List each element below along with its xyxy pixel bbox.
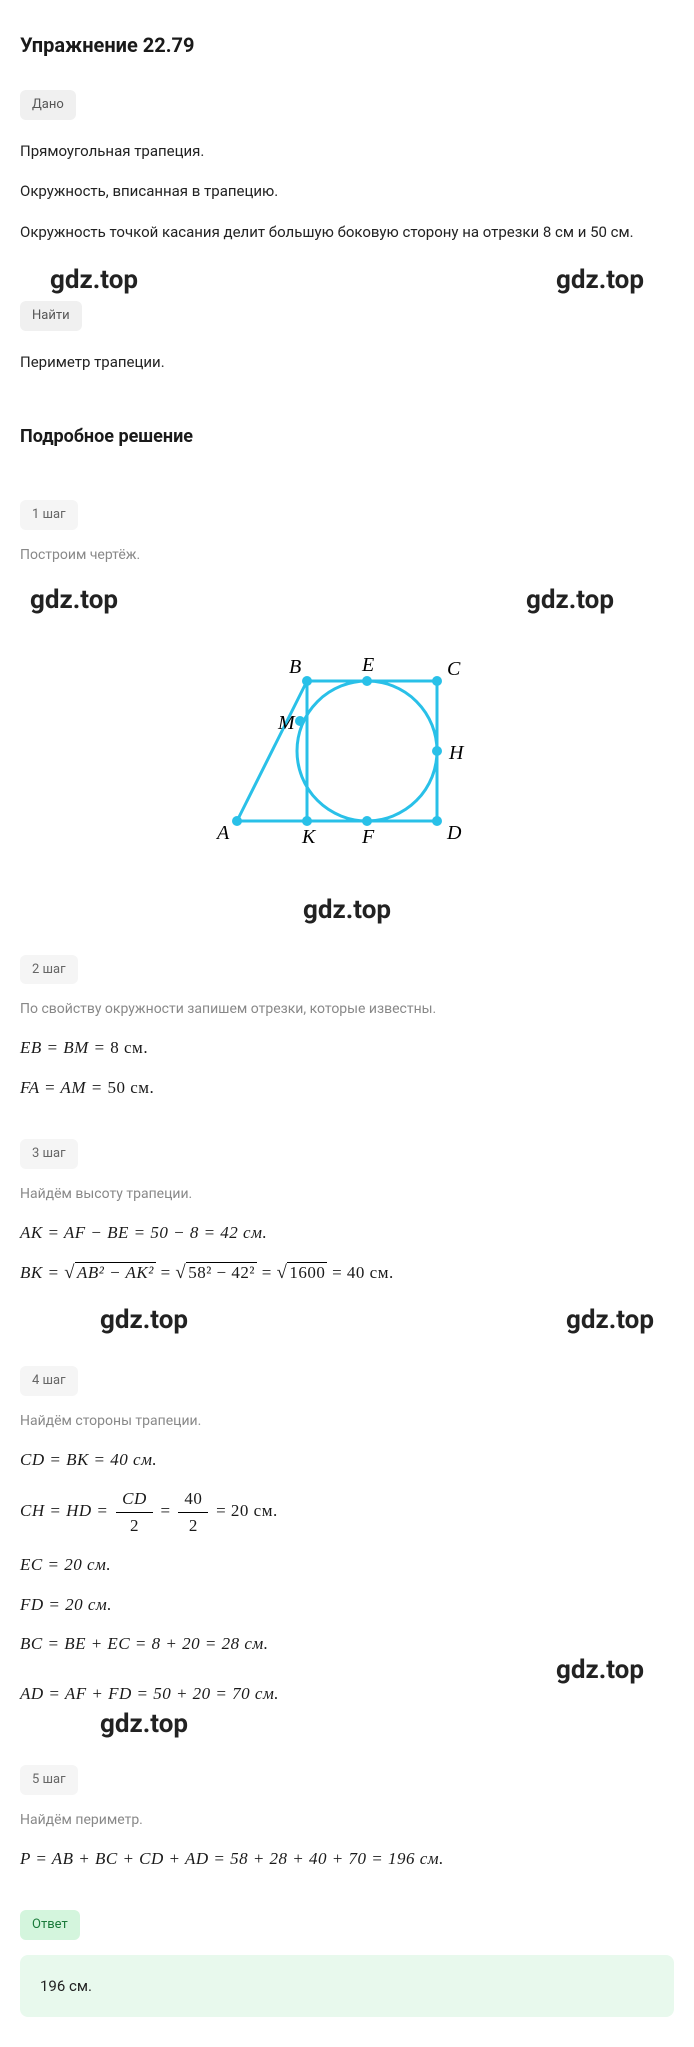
step-4-eq-4: FD = 20 см.: [20, 1592, 674, 1618]
answer-badge: Ответ: [20, 1910, 80, 1940]
svg-text:B: B: [289, 656, 301, 678]
watermark-row: gdz.top: [20, 1671, 674, 1681]
step-5-desc: Найдём периметр.: [20, 1810, 674, 1831]
step-4-eq-2: CH = HD = CD2 = 402 = 20 см.: [20, 1486, 674, 1538]
watermark: gdz.top: [303, 895, 391, 925]
svg-text:C: C: [447, 658, 461, 680]
watermark-row: gdz.top gdz.top: [20, 1301, 674, 1341]
watermark-row: gdz.top gdz.top: [20, 581, 674, 611]
watermark: gdz.top: [30, 581, 118, 620]
watermark: gdz.top: [526, 581, 614, 620]
find-text: Периметр трапеции.: [20, 351, 674, 374]
answer-box: 196 см.: [20, 1955, 674, 2018]
step-4-desc: Найдём стороны трапеции.: [20, 1411, 674, 1432]
svg-text:D: D: [446, 822, 462, 844]
step-2-eq-2: FA = AM = 50 см.: [20, 1075, 674, 1101]
given-line-3: Окружность точкой касания делит большую …: [20, 221, 674, 244]
trapezoid-diagram: A B C D E F H K M: [167, 631, 527, 861]
watermark: gdz.top: [100, 1301, 188, 1340]
step-4-eq-1: CD = BK = 40 см.: [20, 1447, 674, 1473]
step-5-badge: 5 шаг: [20, 1765, 78, 1795]
step-2-eq-1: EB = BM = 8 см.: [20, 1035, 674, 1061]
watermark-row: gdz.top gdz.top: [20, 261, 674, 301]
step-1-badge: 1 шаг: [20, 500, 78, 530]
watermark: gdz.top: [556, 261, 644, 300]
svg-text:K: K: [301, 826, 317, 848]
step-2-desc: По свойству окружности запишем отрезки, …: [20, 999, 674, 1020]
svg-text:F: F: [361, 826, 375, 848]
watermark: gdz.top: [556, 1651, 644, 1690]
step-5-eq-1: P = AB + BC + CD + AD = 58 + 28 + 40 + 7…: [20, 1846, 674, 1872]
given-badge: Дано: [20, 90, 76, 120]
solution-title: Подробное решение: [20, 423, 674, 450]
find-badge: Найти: [20, 301, 82, 331]
given-line-1: Прямоугольная трапеция.: [20, 140, 674, 163]
step-3-desc: Найдём высоту трапеции.: [20, 1184, 674, 1205]
watermark-row: gdz.top: [20, 891, 674, 930]
watermark: gdz.top: [566, 1301, 654, 1340]
svg-text:H: H: [448, 742, 465, 764]
step-3-eq-2: BK = AB² − AK² = 58² − 42² = 1600 = 40 с…: [20, 1259, 674, 1287]
step-4-badge: 4 шаг: [20, 1366, 78, 1396]
given-line-2: Окружность, вписанная в трапецию.: [20, 180, 674, 203]
watermark-row: gdz.top: [20, 1720, 674, 1740]
step-2-badge: 2 шаг: [20, 955, 78, 985]
watermark: gdz.top: [50, 261, 138, 300]
step-1-desc: Построим чертёж.: [20, 545, 674, 566]
exercise-title: Упражнение 22.79: [20, 30, 674, 60]
svg-text:M: M: [277, 712, 296, 734]
step-3-badge: 3 шаг: [20, 1139, 78, 1169]
svg-text:E: E: [361, 654, 374, 676]
watermark: gdz.top: [100, 1705, 188, 1744]
svg-text:A: A: [215, 822, 230, 844]
step-4-eq-3: EC = 20 см.: [20, 1552, 674, 1578]
step-3-eq-1: AK = AF − BE = 50 − 8 = 42 см.: [20, 1220, 674, 1246]
